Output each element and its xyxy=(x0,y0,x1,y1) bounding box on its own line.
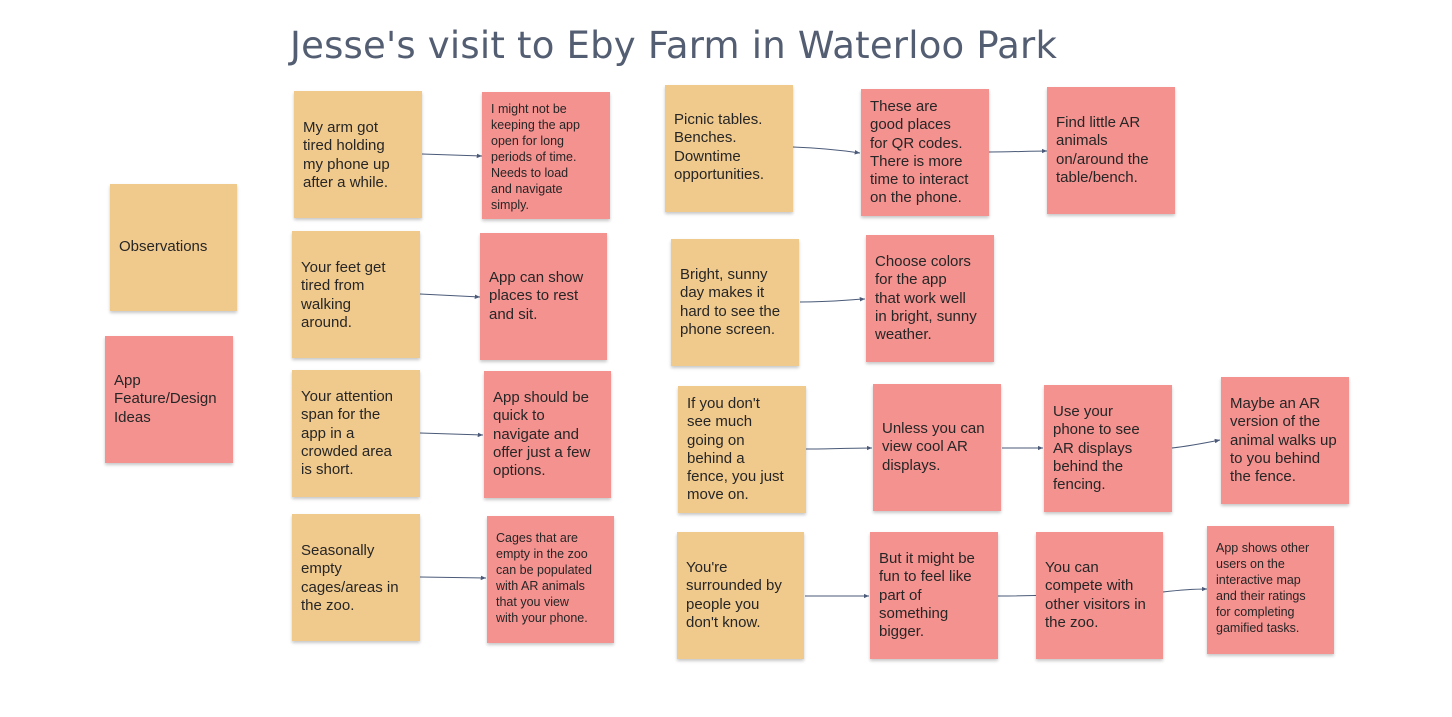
sticky-note-idea-bigger[interactable]: But it might be fun to feel like part of… xyxy=(870,532,998,659)
sticky-note-idea-feet[interactable]: App can show places to rest and sit. xyxy=(480,233,607,360)
note-text: Maybe an AR version of the animal walks … xyxy=(1230,395,1337,486)
sticky-note-obs-attention[interactable]: Your attention span for the app in a cro… xyxy=(292,370,420,497)
connector-picnic xyxy=(792,146,861,155)
legend-observations-label: Observations xyxy=(119,238,208,256)
note-text: These are good places for QR codes. Ther… xyxy=(870,98,969,207)
note-text: You can compete with other visitors in t… xyxy=(1045,559,1146,631)
sticky-note-obs-fence[interactable]: If you don't see much going on behind a … xyxy=(678,386,806,513)
board-title: Jesse's visit to Eby Farm in Waterloo Pa… xyxy=(290,24,1058,67)
connector-fence xyxy=(805,445,873,451)
note-text: My arm got tired holding my phone up aft… xyxy=(303,119,390,191)
sticky-note-idea-little-ar[interactable]: Find little AR animals on/around the tab… xyxy=(1047,87,1175,214)
connector-attention xyxy=(419,432,484,438)
sticky-note-idea-arm[interactable]: I might not be keeping the app open for … xyxy=(482,92,610,219)
note-text: But it might be fun to feel like part of… xyxy=(879,550,975,641)
note-text: App should be quick to navigate and offe… xyxy=(493,389,591,480)
connector-arm xyxy=(421,153,483,159)
sticky-note-idea-maybe-ar[interactable]: Maybe an AR version of the animal walks … xyxy=(1221,377,1349,504)
note-text: Seasonally empty cages/areas in the zoo. xyxy=(301,542,399,614)
legend-ideas-label: App Feature/Design Ideas xyxy=(114,372,217,426)
note-text: Find little AR animals on/around the tab… xyxy=(1056,114,1149,186)
sticky-note-obs-sunny[interactable]: Bright, sunny day makes it hard to see t… xyxy=(671,239,799,366)
note-text: I might not be keeping the app open for … xyxy=(491,102,580,212)
note-text: Your feet get tired from walking around. xyxy=(301,259,386,331)
sticky-note-idea-app-shows[interactable]: App shows other users on the interactive… xyxy=(1207,526,1334,654)
connector-feet xyxy=(419,293,481,299)
sticky-note-idea-qr[interactable]: These are good places for QR codes. Ther… xyxy=(861,89,989,216)
note-text: Unless you can view cool AR displays. xyxy=(882,420,985,474)
sticky-note-obs-picnic[interactable]: Picnic tables. Benches. Downtime opportu… xyxy=(665,85,793,212)
note-text: App shows other users on the interactive… xyxy=(1216,541,1310,635)
note-text: Use your phone to see AR displays behind… xyxy=(1053,403,1140,494)
sticky-note-idea-unless[interactable]: Unless you can view cool AR displays. xyxy=(873,384,1001,511)
connector-cages xyxy=(419,575,487,581)
sticky-note-idea-cages[interactable]: Cages that are empty in the zoo can be p… xyxy=(487,516,614,643)
sticky-note-obs-arm[interactable]: My arm got tired holding my phone up aft… xyxy=(294,91,422,218)
sticky-note-obs-surrounded[interactable]: You're surrounded by people you don't kn… xyxy=(677,532,804,659)
sticky-note-idea-compete[interactable]: You can compete with other visitors in t… xyxy=(1036,532,1163,659)
note-text: Cages that are empty in the zoo can be p… xyxy=(496,531,592,625)
sticky-note-idea-use-phone[interactable]: Use your phone to see AR displays behind… xyxy=(1044,385,1172,512)
connector-compete xyxy=(1162,586,1208,593)
note-text: App can show places to rest and sit. xyxy=(489,269,584,323)
sticky-note-idea-attention[interactable]: App should be quick to navigate and offe… xyxy=(484,371,611,498)
sticky-note-idea-colors[interactable]: Choose colors for the app that work well… xyxy=(866,235,994,362)
legend-observations[interactable]: Observations xyxy=(110,184,237,311)
connector-sunny xyxy=(799,297,866,303)
note-text: If you don't see much going on behind a … xyxy=(687,395,784,504)
connector-use-phone xyxy=(1171,438,1221,449)
connector-qr xyxy=(988,148,1048,154)
note-text: You're surrounded by people you don't kn… xyxy=(686,559,782,631)
sticky-note-obs-feet[interactable]: Your feet get tired from walking around. xyxy=(292,231,420,358)
legend-ideas[interactable]: App Feature/Design Ideas xyxy=(105,336,233,463)
note-text: Choose colors for the app that work well… xyxy=(875,253,977,344)
sticky-note-obs-cages[interactable]: Seasonally empty cages/areas in the zoo. xyxy=(292,514,420,641)
note-text: Your attention span for the app in a cro… xyxy=(301,388,394,479)
note-text: Picnic tables. Benches. Downtime opportu… xyxy=(674,111,765,183)
note-text: Bright, sunny day makes it hard to see t… xyxy=(680,266,781,338)
